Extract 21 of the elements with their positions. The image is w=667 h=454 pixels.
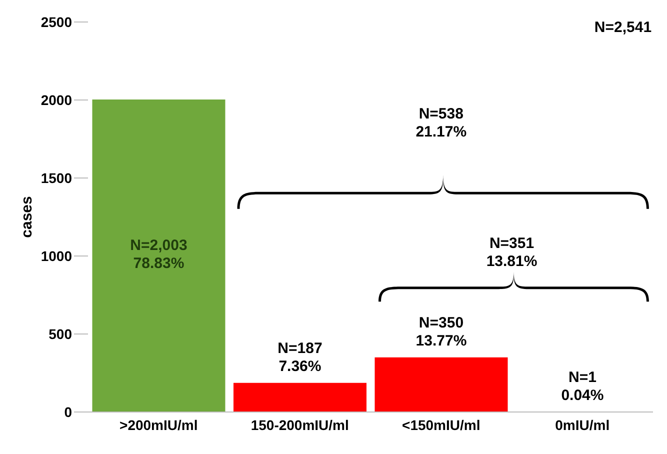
data-label: N=1 0.04% <box>561 368 604 404</box>
bar <box>374 357 508 412</box>
bar <box>233 382 366 412</box>
x-tick-label: <150mIU/ml <box>402 416 480 433</box>
bar <box>92 100 226 412</box>
y-tick-label: 2500 <box>40 14 72 30</box>
data-label: N=2,003 78.83% <box>130 236 188 272</box>
data-label: N=187 7.36% <box>278 340 322 375</box>
x-tick-label: 0mIU/ml <box>555 416 610 433</box>
y-tick-label: 500 <box>48 326 72 342</box>
annotation: N=2,541 <box>594 19 652 36</box>
y-tick-label: 0 <box>64 404 72 420</box>
data-label: N=350 13.77% <box>416 314 467 350</box>
annotation: N=351 13.81% <box>486 235 538 270</box>
x-tick-label: 150-200mIU/ml <box>250 416 349 433</box>
x-tick-label: >200mIU/ml <box>120 416 198 433</box>
y-tick-label: 1500 <box>40 170 72 186</box>
y-tick-label: 1000 <box>40 248 72 264</box>
annotation: N=538 21.17% <box>416 106 467 141</box>
y-axis-title: cases <box>18 196 36 238</box>
y-tick-label: 2000 <box>40 92 72 108</box>
